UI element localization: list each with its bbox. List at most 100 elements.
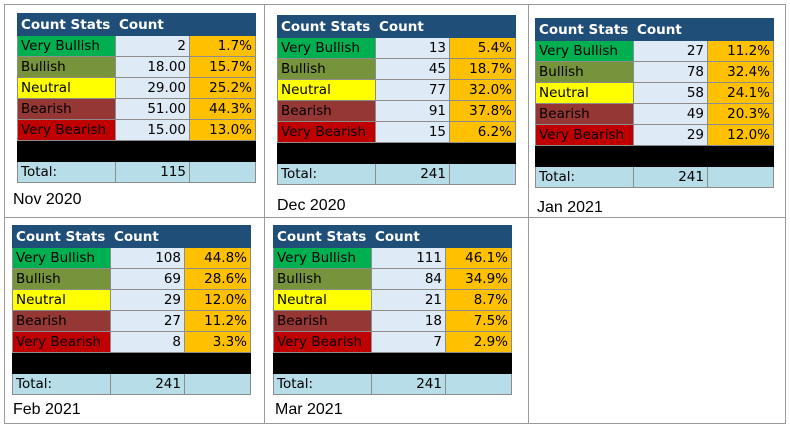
month-caption: Feb 2021 — [13, 401, 81, 418]
percent-value: 8.7% — [445, 289, 512, 311]
count-value: 69 — [110, 268, 185, 290]
total-label: Total: — [535, 166, 634, 188]
category-label: Neutral — [273, 289, 372, 311]
count-value: 8 — [110, 331, 185, 353]
black-separator-row — [12, 352, 251, 374]
header-count: Count — [110, 225, 185, 248]
total-empty-cell — [189, 161, 256, 183]
count-value: 78 — [633, 61, 708, 83]
total-label: Total: — [277, 163, 376, 185]
count-value: 45 — [375, 58, 450, 80]
count-value: 111 — [371, 247, 446, 269]
table-row: Very Bullish 27 11.2% — [535, 40, 774, 62]
separator-cell — [110, 352, 185, 374]
count-value: 77 — [375, 79, 450, 101]
percent-value: 7.5% — [445, 310, 512, 332]
total-label: Total: — [12, 373, 111, 395]
table-row: Neutral 58 24.1% — [535, 82, 774, 104]
separator-cell — [375, 142, 450, 164]
table-row: Neutral 29.00 25.2% — [17, 77, 256, 99]
table-header-row: Count Stats Count — [535, 18, 774, 41]
table-row: Neutral 29 12.0% — [12, 289, 251, 311]
table-row: Very Bullish 13 5.4% — [277, 37, 516, 59]
table-row: Bullish 69 28.6% — [12, 268, 251, 290]
table-row: Bearish 18 7.5% — [273, 310, 512, 332]
black-separator-row — [535, 145, 774, 167]
category-label: Bearish — [273, 310, 372, 332]
table-row: Bullish 78 32.4% — [535, 61, 774, 83]
category-label: Bullish — [273, 268, 372, 290]
percent-value: 32.0% — [449, 79, 516, 101]
category-label: Very Bullish — [277, 37, 376, 59]
count-value: 108 — [110, 247, 185, 269]
percent-value: 32.4% — [707, 61, 774, 83]
header-count-stats: Count Stats — [12, 225, 111, 248]
header-percent — [189, 13, 256, 36]
table-row: Very Bearish 8 3.3% — [12, 331, 251, 353]
month-caption: Dec 2020 — [277, 197, 346, 214]
count-value: 58 — [633, 82, 708, 104]
count-value: 18.00 — [115, 56, 190, 78]
count-value: 84 — [371, 268, 446, 290]
category-label: Bearish — [12, 310, 111, 332]
count-value: 2 — [115, 35, 190, 57]
count-stats-table-jan-2021: Count Stats Count Very Bullish 27 11.2% Bul… — [535, 18, 774, 188]
total-value: 115 — [115, 161, 190, 183]
percent-value: 11.2% — [184, 310, 251, 332]
table-row: Bearish 27 11.2% — [12, 310, 251, 332]
grid-cell-empty — [528, 217, 786, 424]
table-row: Neutral 21 8.7% — [273, 289, 512, 311]
table-row: Bullish 18.00 15.7% — [17, 56, 256, 78]
count-stats-table-mar-2021: Count Stats Count Very Bullish 111 46.1% Bu… — [273, 225, 512, 395]
count-value: 13 — [375, 37, 450, 59]
category-label: Neutral — [12, 289, 111, 311]
separator-cell — [535, 145, 634, 167]
header-count: Count — [115, 13, 190, 36]
category-label: Bullish — [277, 58, 376, 80]
separator-cell — [707, 145, 774, 167]
percent-value: 25.2% — [189, 77, 256, 99]
percent-value: 28.6% — [184, 268, 251, 290]
percent-value: 20.3% — [707, 103, 774, 125]
header-count-stats: Count Stats — [17, 13, 116, 36]
black-separator-row — [277, 142, 516, 164]
count-value: 21 — [371, 289, 446, 311]
category-label: Bullish — [535, 61, 634, 83]
count-value: 29 — [633, 124, 708, 146]
table-row: Very Bearish 29 12.0% — [535, 124, 774, 146]
percent-value: 44.8% — [184, 247, 251, 269]
category-label: Very Bearish — [17, 119, 116, 141]
total-empty-cell — [445, 373, 512, 395]
percent-value: 6.2% — [449, 121, 516, 143]
count-value: 18 — [371, 310, 446, 332]
total-row: Total: 241 — [535, 166, 774, 188]
separator-cell — [17, 140, 116, 162]
category-label: Very Bearish — [277, 121, 376, 143]
category-label: Bullish — [17, 56, 116, 78]
category-label: Neutral — [17, 77, 116, 99]
category-label: Very Bullish — [535, 40, 634, 62]
percent-value: 13.0% — [189, 119, 256, 141]
table-row: Bullish 84 34.9% — [273, 268, 512, 290]
percent-value: 12.0% — [184, 289, 251, 311]
category-label: Neutral — [535, 82, 634, 104]
table-row: Bullish 45 18.7% — [277, 58, 516, 80]
count-value: 91 — [375, 100, 450, 122]
table-row: Very Bullish 111 46.1% — [273, 247, 512, 269]
header-count: Count — [633, 18, 708, 41]
table-header-row: Count Stats Count — [12, 225, 251, 248]
total-label: Total: — [17, 161, 116, 183]
percent-value: 3.3% — [184, 331, 251, 353]
category-label: Very Bearish — [535, 124, 634, 146]
separator-cell — [633, 145, 708, 167]
total-value: 241 — [371, 373, 446, 395]
separator-cell — [12, 352, 111, 374]
table-header-row: Count Stats Count — [277, 15, 516, 38]
table-row: Very Bullish 2 1.7% — [17, 35, 256, 57]
black-separator-row — [17, 140, 256, 162]
category-label: Very Bearish — [273, 331, 372, 353]
total-row: Total: 115 — [17, 161, 256, 183]
percent-value: 15.7% — [189, 56, 256, 78]
count-value: 29.00 — [115, 77, 190, 99]
separator-cell — [189, 140, 256, 162]
